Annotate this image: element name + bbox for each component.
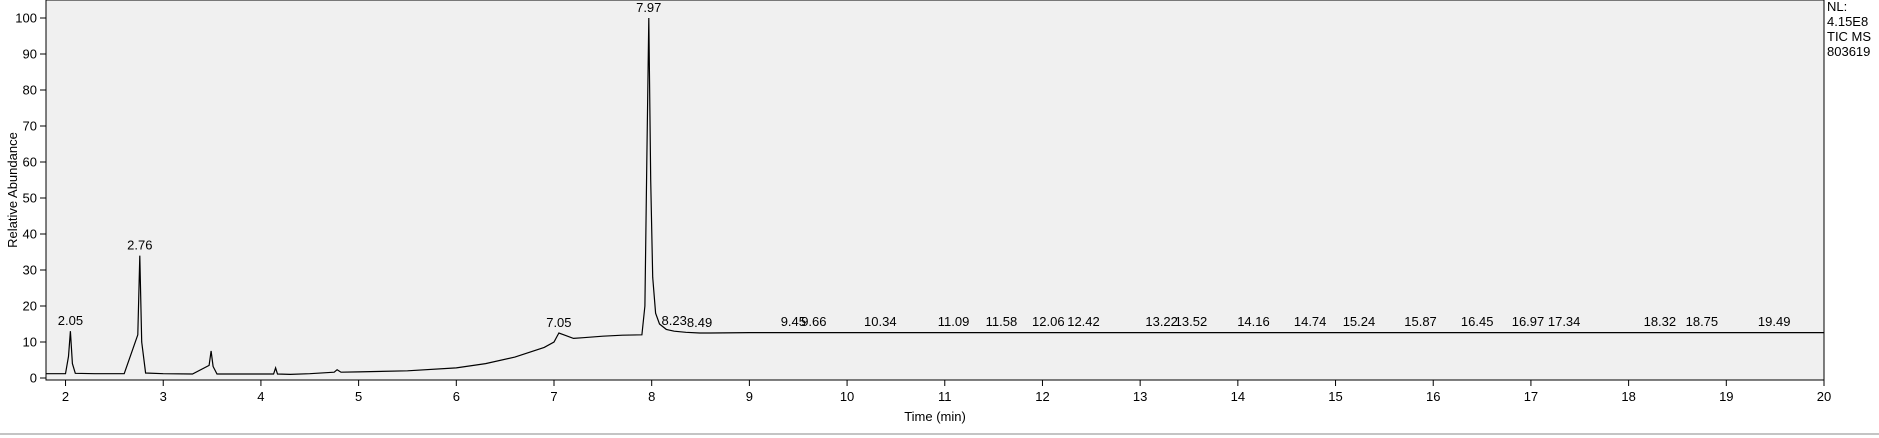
- y-tick-label: 70: [23, 119, 37, 134]
- y-tick-label: 100: [15, 11, 37, 26]
- peak-label: 11.58: [986, 314, 1018, 329]
- y-axis-title: Relative Abundance: [5, 132, 20, 248]
- y-axis-ticks: 0 10 20 30 40 50 60 70 80 90 100: [15, 11, 46, 386]
- x-tick-label: 5: [355, 389, 362, 404]
- y-tick-label: 10: [23, 335, 37, 350]
- peak-label: 8.23: [662, 313, 687, 328]
- peak-label: 15.87: [1404, 314, 1437, 329]
- peak-label: 12.06: [1032, 314, 1065, 329]
- peak-label: 19.49: [1758, 314, 1791, 329]
- y-tick-label: 20: [23, 299, 37, 314]
- peak-label: 7.97: [636, 0, 661, 15]
- x-tick-label: 19: [1719, 389, 1733, 404]
- peak-label: 7.05: [546, 315, 571, 330]
- y-tick-label: 80: [23, 83, 37, 98]
- y-tick-label: 60: [23, 155, 37, 170]
- x-tick-label: 7: [550, 389, 557, 404]
- x-tick-label: 6: [453, 389, 460, 404]
- x-tick-label: 17: [1524, 389, 1538, 404]
- x-tick-label: 12: [1035, 389, 1049, 404]
- x-tick-label: 9: [746, 389, 753, 404]
- x-tick-label: 18: [1621, 389, 1635, 404]
- peak-label: 16.45: [1461, 314, 1494, 329]
- x-tick-label: 15: [1328, 389, 1342, 404]
- peak-label: 9.45: [781, 314, 806, 329]
- peak-label: 2.76: [127, 238, 152, 253]
- peak-label: 16.97: [1512, 314, 1545, 329]
- x-axis-ticks: 2 3 4 5 6 7 8 9 10 11 12 13 14 15 16 17 18 19 20: [62, 380, 1831, 404]
- y-tick-label: 90: [23, 47, 37, 62]
- peak-label: 13.52: [1175, 314, 1208, 329]
- nl-info-line: NL:: [1827, 0, 1847, 14]
- peak-label: 8.49: [687, 315, 712, 330]
- x-tick-label: 14: [1231, 389, 1245, 404]
- y-tick-label: 0: [30, 371, 37, 386]
- peak-label: 14.74: [1294, 314, 1327, 329]
- peak-label: 13.22: [1145, 314, 1178, 329]
- peak-labels: 2.05 2.76 7.05 7.97 8.23 8.49 9.459.66 10.34 11.…: [58, 0, 1791, 330]
- peak-label: 15.24: [1343, 314, 1376, 329]
- x-tick-label: 11: [938, 389, 952, 404]
- x-tick-label: 3: [160, 389, 167, 404]
- tic-trace: [46, 17, 1824, 376]
- peak-label: 2.05: [58, 313, 83, 328]
- plot-area: [45, 0, 1825, 381]
- peak-label: 17.34: [1548, 314, 1581, 329]
- nl-info-line: 4.15E8: [1827, 14, 1868, 29]
- x-tick-label: 16: [1426, 389, 1440, 404]
- x-tick-label: 10: [840, 389, 854, 404]
- nl-info-line: TIC MS: [1827, 29, 1871, 44]
- x-tick-label: 20: [1817, 389, 1831, 404]
- x-tick-label: 4: [257, 389, 264, 404]
- peak-label: 9.66: [801, 314, 826, 329]
- x-tick-label: 8: [648, 389, 655, 404]
- nl-info-line: 803619: [1827, 44, 1870, 59]
- peak-label: 12.42: [1067, 314, 1100, 329]
- x-axis-title: Time (min): [904, 409, 966, 424]
- peak-label: 18.75: [1686, 314, 1719, 329]
- x-tick-label: 13: [1133, 389, 1147, 404]
- peak-label: 14.16: [1237, 314, 1270, 329]
- peak-label: 11.09: [938, 314, 970, 329]
- x-tick-label: 2: [62, 389, 69, 404]
- peak-label: 18.32: [1644, 314, 1677, 329]
- peak-label: 10.34: [864, 314, 897, 329]
- y-tick-label: 30: [23, 263, 37, 278]
- y-tick-label: 40: [23, 227, 37, 242]
- y-tick-label: 50: [23, 191, 37, 206]
